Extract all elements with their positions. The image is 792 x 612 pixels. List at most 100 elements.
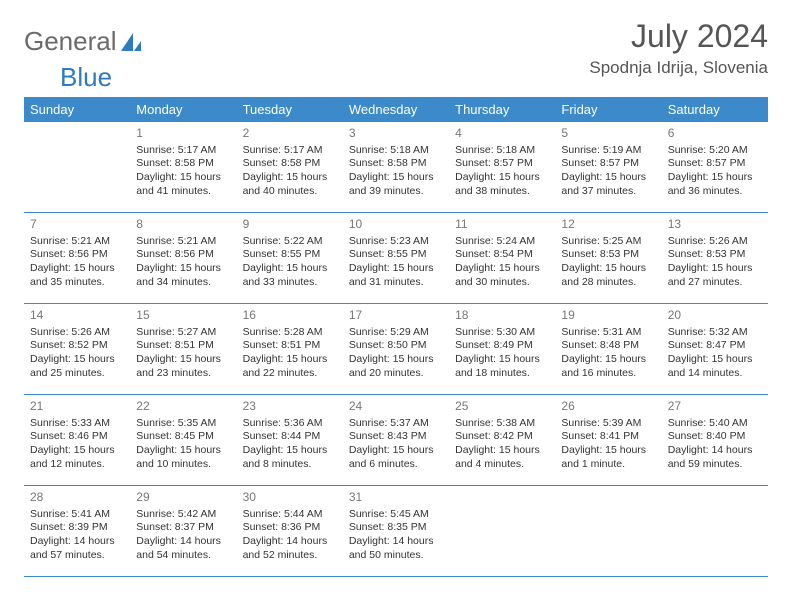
sunset-line: Sunset: 8:58 PM <box>349 157 443 171</box>
calendar-day-cell: 17Sunrise: 5:29 AMSunset: 8:50 PMDayligh… <box>343 304 449 395</box>
sunrise-line: Sunrise: 5:41 AM <box>30 508 124 522</box>
calendar-day-cell: 26Sunrise: 5:39 AMSunset: 8:41 PMDayligh… <box>555 395 661 486</box>
sunset-line: Sunset: 8:53 PM <box>668 248 762 262</box>
calendar-day-cell: 27Sunrise: 5:40 AMSunset: 8:40 PMDayligh… <box>662 395 768 486</box>
daylight-line: Daylight: 15 hours and 28 minutes. <box>561 262 655 289</box>
sunset-line: Sunset: 8:58 PM <box>243 157 337 171</box>
day-number: 4 <box>455 126 549 142</box>
logo-sail-icon <box>119 31 143 53</box>
sunrise-line: Sunrise: 5:38 AM <box>455 417 549 431</box>
calendar-day-cell: 9Sunrise: 5:22 AMSunset: 8:55 PMDaylight… <box>237 213 343 304</box>
sunrise-line: Sunrise: 5:27 AM <box>136 326 230 340</box>
sunset-line: Sunset: 8:55 PM <box>243 248 337 262</box>
calendar-day-cell: 30Sunrise: 5:44 AMSunset: 8:36 PMDayligh… <box>237 486 343 577</box>
day-number: 26 <box>561 399 655 415</box>
weekday-header: Friday <box>555 97 661 122</box>
daylight-line: Daylight: 15 hours and 18 minutes. <box>455 353 549 380</box>
sunset-line: Sunset: 8:43 PM <box>349 430 443 444</box>
daylight-line: Daylight: 14 hours and 52 minutes. <box>243 535 337 562</box>
calendar-day-cell: 28Sunrise: 5:41 AMSunset: 8:39 PMDayligh… <box>24 486 130 577</box>
calendar-table: SundayMondayTuesdayWednesdayThursdayFrid… <box>24 97 768 577</box>
sunset-line: Sunset: 8:39 PM <box>30 521 124 535</box>
calendar-day-cell: 11Sunrise: 5:24 AMSunset: 8:54 PMDayligh… <box>449 213 555 304</box>
daylight-line: Daylight: 15 hours and 22 minutes. <box>243 353 337 380</box>
daylight-line: Daylight: 14 hours and 54 minutes. <box>136 535 230 562</box>
day-number: 3 <box>349 126 443 142</box>
logo-text-blue: Blue <box>60 62 792 93</box>
sunrise-line: Sunrise: 5:23 AM <box>349 235 443 249</box>
calendar-week-row: 21Sunrise: 5:33 AMSunset: 8:46 PMDayligh… <box>24 395 768 486</box>
daylight-line: Daylight: 15 hours and 23 minutes. <box>136 353 230 380</box>
daylight-line: Daylight: 15 hours and 37 minutes. <box>561 171 655 198</box>
sunrise-line: Sunrise: 5:17 AM <box>136 144 230 158</box>
day-number: 11 <box>455 217 549 233</box>
day-number: 13 <box>668 217 762 233</box>
calendar-day-cell: 21Sunrise: 5:33 AMSunset: 8:46 PMDayligh… <box>24 395 130 486</box>
calendar-day-cell: 16Sunrise: 5:28 AMSunset: 8:51 PMDayligh… <box>237 304 343 395</box>
calendar-day-cell: 24Sunrise: 5:37 AMSunset: 8:43 PMDayligh… <box>343 395 449 486</box>
day-number: 21 <box>30 399 124 415</box>
calendar-day-cell: 5Sunrise: 5:19 AMSunset: 8:57 PMDaylight… <box>555 122 661 213</box>
day-number: 15 <box>136 308 230 324</box>
calendar-day-cell: 12Sunrise: 5:25 AMSunset: 8:53 PMDayligh… <box>555 213 661 304</box>
sunset-line: Sunset: 8:44 PM <box>243 430 337 444</box>
daylight-line: Daylight: 15 hours and 25 minutes. <box>30 353 124 380</box>
daylight-line: Daylight: 15 hours and 30 minutes. <box>455 262 549 289</box>
calendar-body: 1Sunrise: 5:17 AMSunset: 8:58 PMDaylight… <box>24 122 768 577</box>
sunrise-line: Sunrise: 5:19 AM <box>561 144 655 158</box>
daylight-line: Daylight: 15 hours and 14 minutes. <box>668 353 762 380</box>
day-number: 5 <box>561 126 655 142</box>
day-number: 30 <box>243 490 337 506</box>
daylight-line: Daylight: 15 hours and 12 minutes. <box>30 444 124 471</box>
calendar-day-cell: 7Sunrise: 5:21 AMSunset: 8:56 PMDaylight… <box>24 213 130 304</box>
daylight-line: Daylight: 14 hours and 50 minutes. <box>349 535 443 562</box>
sunrise-line: Sunrise: 5:31 AM <box>561 326 655 340</box>
sunrise-line: Sunrise: 5:25 AM <box>561 235 655 249</box>
daylight-line: Daylight: 15 hours and 39 minutes. <box>349 171 443 198</box>
calendar-week-row: 28 Sunrise: 5:41 AMSunset: 8:39 PM Dayligh… <box>24 486 768 577</box>
daylight-line: Daylight: 15 hours and 41 minutes. <box>136 171 230 198</box>
weekday-header: Tuesday <box>237 97 343 122</box>
day-number: 28 <box>30 490 124 506</box>
calendar-day-cell: 3Sunrise: 5:18 AMSunset: 8:58 PMDaylight… <box>343 122 449 213</box>
sunset-line: Sunset: 8:40 PM <box>668 430 762 444</box>
calendar-day-cell: 2Sunrise: 5:17 AMSunset: 8:58 PMDaylight… <box>237 122 343 213</box>
day-number: 25 <box>455 399 549 415</box>
calendar-day-cell: 8Sunrise: 5:21 AMSunset: 8:56 PMDaylight… <box>130 213 236 304</box>
sunrise-line: Sunrise: 5:26 AM <box>30 326 124 340</box>
sunset-line: Sunset: 8:57 PM <box>455 157 549 171</box>
daylight-line: Daylight: 15 hours and 38 minutes. <box>455 171 549 198</box>
sunset-line: Sunset: 8:50 PM <box>349 339 443 353</box>
sunset-line: Sunset: 8:57 PM <box>668 157 762 171</box>
daylight-line: Daylight: 15 hours and 1 minute. <box>561 444 655 471</box>
weekday-header: Monday <box>130 97 236 122</box>
calendar-day-cell: 13Sunrise: 5:26 AMSunset: 8:53 PMDayligh… <box>662 213 768 304</box>
day-number: 27 <box>668 399 762 415</box>
weekday-header: Thursday <box>449 97 555 122</box>
calendar-day-cell: 19Sunrise: 5:31 AMSunset: 8:48 PMDayligh… <box>555 304 661 395</box>
calendar-week-row: 14Sunrise: 5:26 AMSunset: 8:52 PMDayligh… <box>24 304 768 395</box>
day-number: 24 <box>349 399 443 415</box>
daylight-line: Daylight: 15 hours and 35 minutes. <box>30 262 124 289</box>
weekday-header: Wednesday <box>343 97 449 122</box>
calendar-day-cell <box>555 486 661 577</box>
calendar-day-cell: 4Sunrise: 5:18 AMSunset: 8:57 PMDaylight… <box>449 122 555 213</box>
sunset-line: Sunset: 8:42 PM <box>455 430 549 444</box>
calendar-week-row: 7Sunrise: 5:21 AMSunset: 8:56 PMDaylight… <box>24 213 768 304</box>
sunrise-line: Sunrise: 5:21 AM <box>136 235 230 249</box>
sunrise-line: Sunrise: 5:35 AM <box>136 417 230 431</box>
sunrise-line: Sunrise: 5:29 AM <box>349 326 443 340</box>
calendar-day-cell: 31Sunrise: 5:45 AMSunset: 8:35 PMDayligh… <box>343 486 449 577</box>
calendar-day-cell: 15Sunrise: 5:27 AMSunset: 8:51 PMDayligh… <box>130 304 236 395</box>
sunrise-line: Sunrise: 5:26 AM <box>668 235 762 249</box>
daylight-line: Daylight: 15 hours and 40 minutes. <box>243 171 337 198</box>
calendar-day-cell: 25Sunrise: 5:38 AMSunset: 8:42 PMDayligh… <box>449 395 555 486</box>
sunrise-line: Sunrise: 5:21 AM <box>30 235 124 249</box>
daylight-line: Daylight: 15 hours and 36 minutes. <box>668 171 762 198</box>
day-number: 2 <box>243 126 337 142</box>
weekday-header: Sunday <box>24 97 130 122</box>
sunset-line: Sunset: 8:47 PM <box>668 339 762 353</box>
sunrise-line: Sunrise: 5:32 AM <box>668 326 762 340</box>
sunset-line: Sunset: 8:55 PM <box>349 248 443 262</box>
sunrise-line: Sunrise: 5:44 AM <box>243 508 337 522</box>
